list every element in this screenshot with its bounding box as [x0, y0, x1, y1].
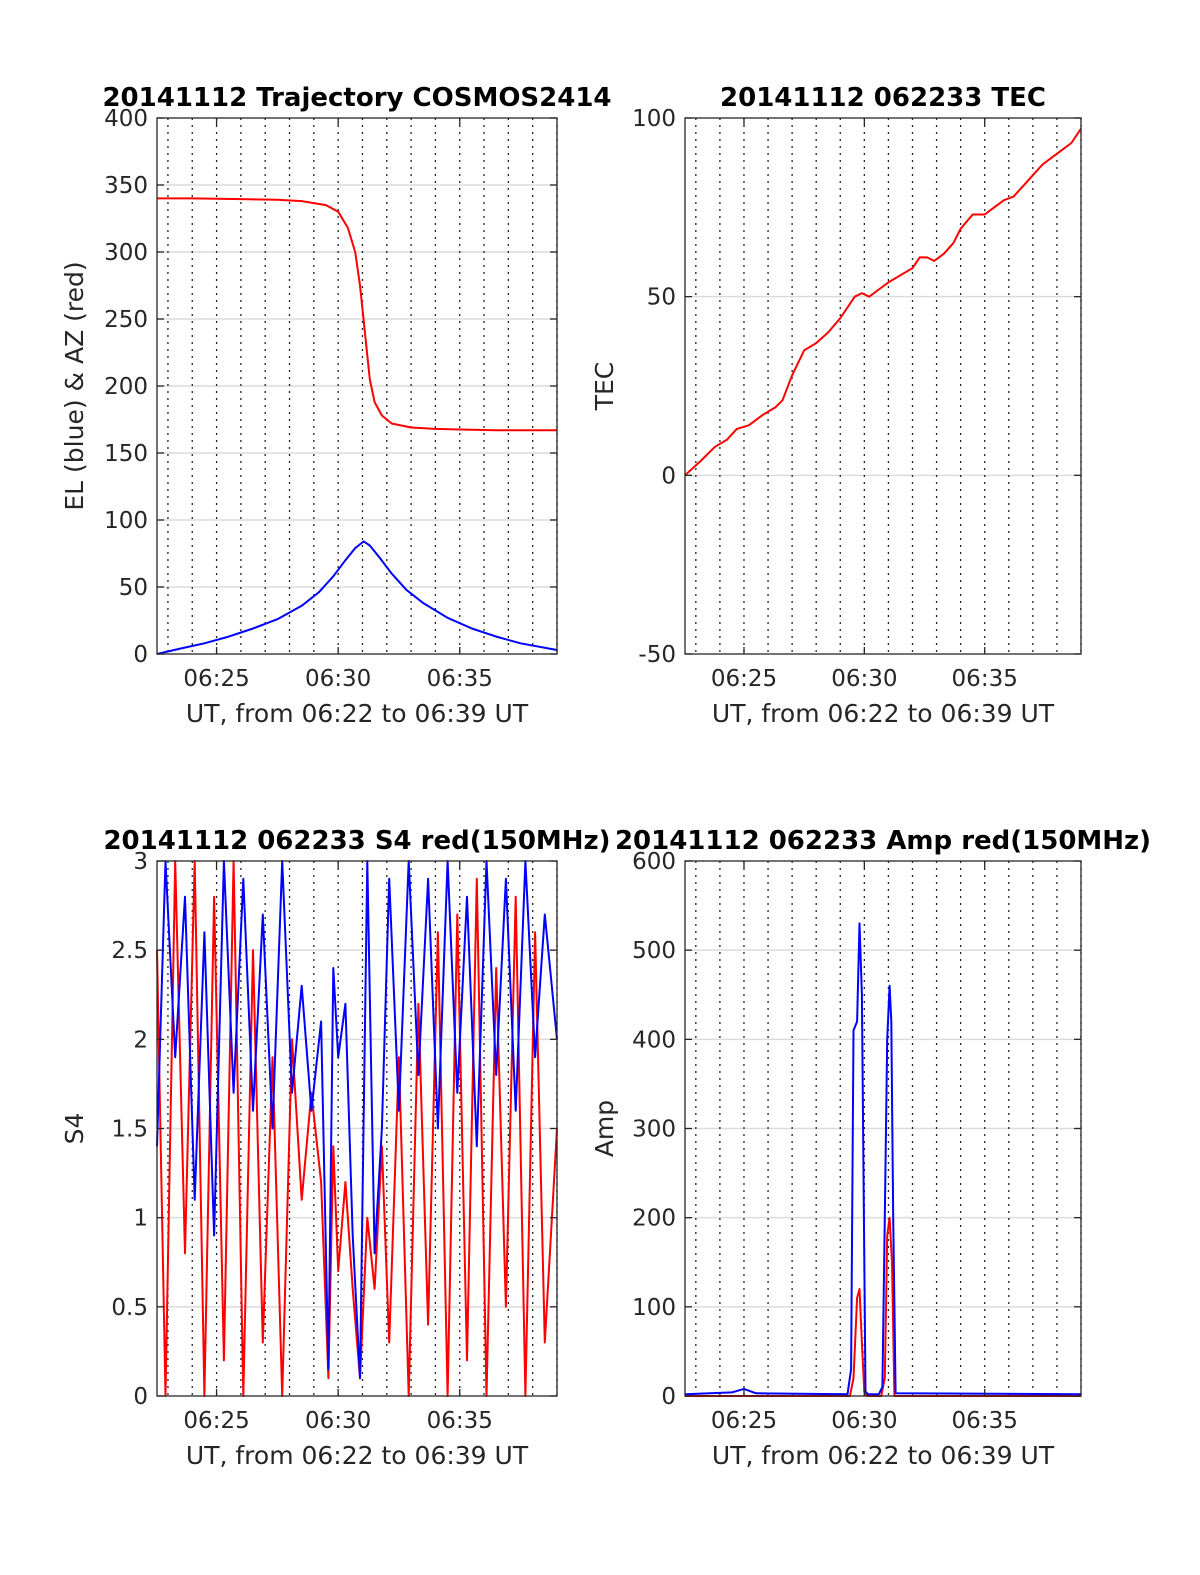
- amp-xlabel: UT, from 06:22 to 06:39 UT: [712, 1441, 1055, 1470]
- tec-plot-area: [685, 118, 1081, 654]
- s4-series-1: [156, 860, 558, 1380]
- amp-ylabel: Amp: [590, 1100, 619, 1157]
- tec-xtick-label-2: 06:35: [952, 666, 1018, 692]
- tec-axes-box: [684, 117, 1082, 655]
- s4-ytick-label-0: 0: [133, 1384, 148, 1410]
- trajectory-xtick-label-1: 06:30: [305, 666, 371, 692]
- trajectory-xtick-label-2: 06:35: [427, 666, 493, 692]
- trajectory-ytick-label-5: 250: [104, 307, 148, 333]
- tec-ytick-label-1: 0: [661, 463, 676, 489]
- tec-ytick-label-2: 50: [647, 285, 676, 311]
- s4-panel: 0 0.5 1 1.5 2 2.5 3 06:25 06:30 06:35 UT, from 06:…: [60, 826, 611, 1470]
- trajectory-title: 20141112 Trajectory COSMOS2414: [102, 83, 611, 113]
- trajectory-ylabel: EL (blue) & AZ (red): [60, 261, 89, 510]
- amp-ytick-label-5: 500: [632, 938, 676, 964]
- amp-xtick-label-2: 06:35: [952, 1408, 1018, 1434]
- s4-ylabel: S4: [60, 1113, 89, 1145]
- trajectory-ytick-label-1: 50: [119, 575, 148, 601]
- s4-xtick-label-1: 06:30: [305, 1408, 371, 1434]
- trajectory-series-1: [156, 540, 558, 655]
- s4-title: 20141112 062233 S4 red(150MHz): [103, 826, 610, 856]
- trajectory-ytick-label-0: 0: [133, 642, 148, 668]
- s4-xlabel: UT, from 06:22 to 06:39 UT: [186, 1441, 529, 1470]
- s4-ytick-label-2: 1: [133, 1206, 148, 1232]
- trajectory-panel: 0 50 100 150 200 250 300 350 400 06:25 06:30 06:35 U…: [60, 83, 612, 728]
- tec-ytick-label-0: -50: [638, 642, 676, 668]
- tec-xtick-label-0: 06:25: [711, 666, 777, 692]
- trajectory-series-0: [157, 197, 557, 432]
- trajectory-ytick-label-3: 150: [104, 441, 148, 467]
- tec-series-0: [684, 128, 1082, 477]
- s4-ytick-label-6: 3: [133, 849, 148, 875]
- trajectory-xtick-label-0: 06:25: [183, 666, 249, 692]
- tec-ylabel: TEC: [590, 362, 619, 412]
- tec-xtick-label-1: 06:30: [831, 666, 897, 692]
- s4-ytick-label-3: 1.5: [111, 1117, 148, 1143]
- s4-xtick-label-2: 06:35: [427, 1408, 493, 1434]
- amp-ytick-label-6: 600: [632, 849, 676, 875]
- amp-series-1: [684, 922, 1082, 1396]
- trajectory-ytick-label-8: 400: [104, 106, 148, 132]
- trajectory-ytick-label-6: 300: [104, 240, 148, 266]
- trajectory-ytick-label-4: 200: [104, 374, 148, 400]
- trajectory-ytick-label-2: 100: [104, 508, 148, 534]
- trajectory-ytick-label-7: 350: [104, 173, 148, 199]
- amp-ytick-label-4: 400: [632, 1027, 676, 1053]
- amp-xtick-label-0: 06:25: [711, 1408, 777, 1434]
- s4-series-0: [156, 860, 558, 1397]
- tec-ytick-label-3: 100: [632, 106, 676, 132]
- tec-xlabel: UT, from 06:22 to 06:39 UT: [712, 699, 1055, 728]
- amp-panel: 0 100 200 300 400 500 600 06:25 06:30 06:35 UT, fr…: [590, 826, 1151, 1470]
- s4-xtick-label-0: 06:25: [183, 1408, 249, 1434]
- amp-ytick-label-2: 200: [632, 1206, 676, 1232]
- amp-ytick-label-1: 100: [632, 1295, 676, 1321]
- tec-panel: -50 0 50 100 06:25 06:30 06:35 UT, from 06:22 t…: [590, 83, 1082, 728]
- tec-title: 20141112 062233 TEC: [720, 83, 1046, 113]
- amp-title: 20141112 062233 Amp red(150MHz): [615, 826, 1151, 856]
- trajectory-xlabel: UT, from 06:22 to 06:39 UT: [186, 699, 529, 728]
- amp-xtick-label-1: 06:30: [831, 1408, 897, 1434]
- s4-ytick-label-4: 2: [133, 1027, 148, 1053]
- amp-ytick-label-3: 300: [632, 1117, 676, 1143]
- s4-ytick-label-1: 0.5: [111, 1295, 148, 1321]
- s4-ytick-label-5: 2.5: [111, 938, 148, 964]
- amp-ytick-label-0: 0: [661, 1384, 676, 1410]
